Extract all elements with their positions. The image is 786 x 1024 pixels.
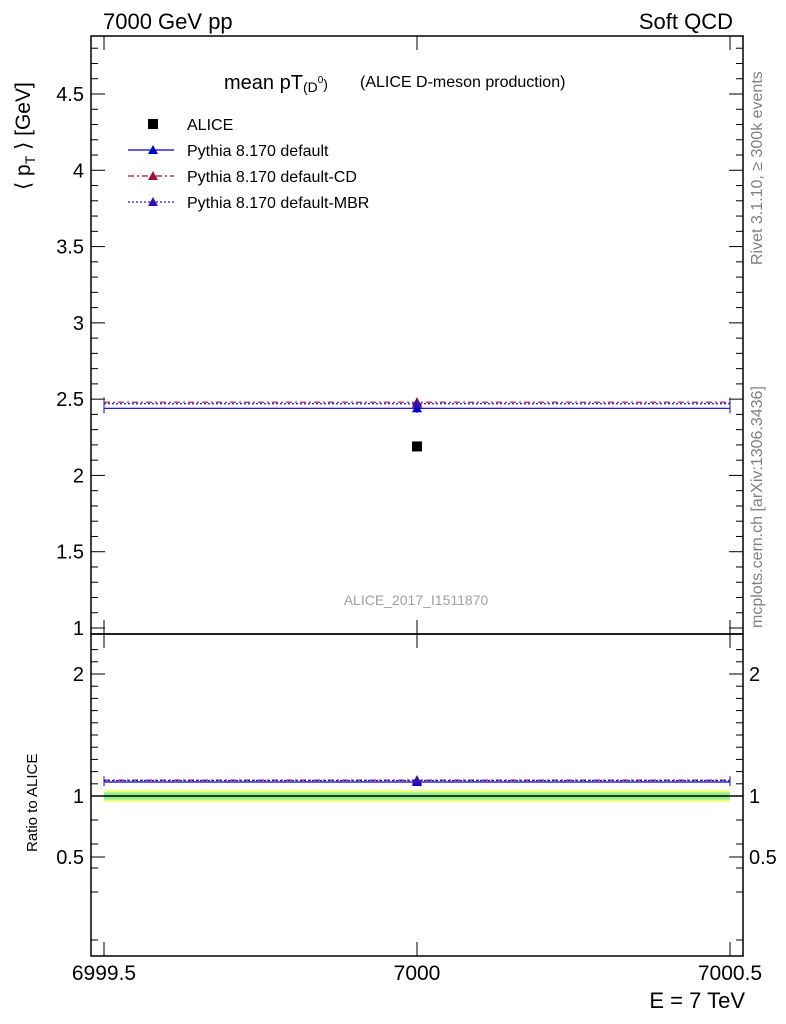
y-tick-label: 4.5 — [56, 84, 84, 106]
ratio-tick-label: 0.5 — [56, 847, 84, 869]
y-label-main: ⟨ p — [12, 164, 35, 190]
y-tick-label: 1.5 — [56, 542, 84, 564]
legend-marker-triangle — [148, 197, 158, 206]
y-label-rest: ⟩ [GeV] — [12, 82, 35, 156]
title-sup: 0 — [318, 75, 324, 86]
legend-label: ALICE — [187, 117, 233, 134]
y-label-sub: T — [22, 155, 38, 164]
title-sub: (D — [303, 79, 318, 95]
legend-marker-square — [148, 119, 158, 129]
analysis-id: ALICE_2017_I1511870 — [344, 592, 489, 608]
ratio-tick-label-right: 1 — [749, 786, 760, 808]
ratio-tick-label-right: 0.5 — [749, 847, 777, 869]
title-main: mean pT — [224, 72, 303, 94]
legend-label: Pythia 8.170 default — [187, 143, 329, 160]
ratio-y-axis-label: Ratio to ALICE — [24, 754, 41, 852]
title-close: ) — [323, 76, 328, 92]
legend-label: Pythia 8.170 default-MBR — [187, 195, 369, 212]
x-tick-label: 6999.5 — [72, 962, 136, 985]
x-tick-label: 7000.5 — [698, 962, 762, 985]
rivet-label: Rivet 3.1.10, ≥ 300k events — [749, 71, 766, 265]
x-axis-label: E = 7 TeV — [649, 988, 745, 1013]
title-rest: (ALICE D-meson production) — [360, 74, 565, 91]
y-tick-label: 3 — [73, 313, 84, 335]
ratio-tick-label: 1 — [73, 786, 84, 808]
ratio-point — [412, 775, 422, 785]
header-right: Soft QCD — [639, 9, 733, 34]
y-tick-label: 2.5 — [56, 389, 84, 411]
y-tick-label: 3.5 — [56, 237, 84, 259]
y-tick-label: 2 — [73, 465, 84, 487]
ratio-tick-label: 2 — [73, 664, 84, 686]
data-point-mc — [412, 398, 422, 408]
data-point-alice — [412, 441, 422, 452]
legend-marker-triangle — [148, 145, 158, 154]
mcplots-label: mcplots.cern.ch [arXiv:1306.3436] — [749, 386, 766, 628]
y-tick-label: 1 — [73, 618, 84, 640]
y-tick-label: 4 — [73, 160, 84, 182]
legend: ALICE Pythia 8.170 default Pythia 8.170 de… — [128, 117, 369, 212]
ratio-tick-label-right: 2 — [749, 664, 760, 686]
y-axis-label: ⟨ pT ⟩ [GeV] — [12, 82, 38, 190]
legend-label: Pythia 8.170 default-CD — [187, 169, 357, 186]
chart-title: mean pT(D0) — [224, 72, 328, 95]
header-left: 7000 GeV pp — [103, 9, 233, 34]
legend-marker-triangle — [148, 171, 158, 180]
x-tick-label: 7000 — [394, 962, 441, 985]
